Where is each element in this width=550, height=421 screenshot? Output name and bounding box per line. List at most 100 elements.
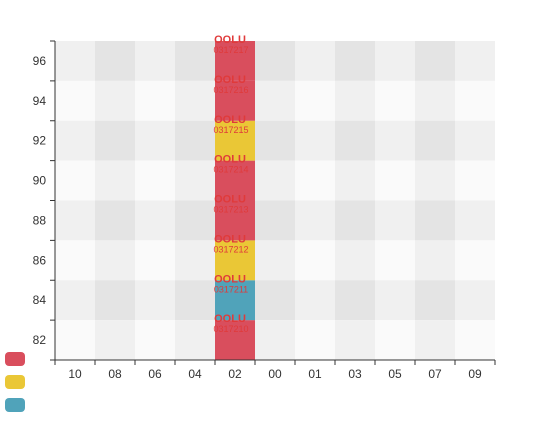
grid-band (95, 160, 135, 201)
grid-band (455, 80, 495, 121)
y-tick-label: 82 (33, 333, 47, 347)
grid-band (95, 200, 135, 241)
grid-band (135, 280, 175, 321)
grid-band (415, 120, 455, 161)
grid-band (455, 200, 495, 241)
grid-band (175, 41, 215, 81)
cell-label-top: OOLU (214, 74, 246, 86)
grid-band (135, 80, 175, 121)
grid-band (255, 280, 295, 321)
grid-band (55, 280, 95, 321)
grid-band (415, 160, 455, 201)
grid-band (135, 320, 175, 360)
x-tick-label: 07 (428, 367, 442, 381)
cell-label-top: OOLU (214, 34, 246, 46)
heatmap-cells (215, 41, 255, 360)
legend-swatch-blue[interactable] (5, 398, 25, 412)
grid-band (175, 240, 215, 281)
grid-band (135, 41, 175, 81)
grid-band (175, 120, 215, 161)
grid-band (175, 160, 215, 201)
grid-band (95, 120, 135, 161)
legend-swatch-red[interactable] (5, 352, 25, 366)
grid-band (455, 41, 495, 81)
cell-label-bottom: 0317216 (213, 85, 248, 95)
heatmap-cell (215, 120, 255, 161)
grid-band (175, 80, 215, 121)
grid-band (255, 320, 295, 360)
grid-band (415, 80, 455, 121)
grid-band (375, 200, 415, 241)
cell-label-top: OOLU (214, 273, 246, 285)
grid-band (415, 240, 455, 281)
y-tick-label: 84 (33, 293, 47, 307)
x-tick-label: 08 (108, 367, 122, 381)
heatmap-cell (215, 200, 255, 241)
y-tick-label: 90 (33, 174, 47, 188)
legend (5, 352, 25, 421)
grid-band (55, 320, 95, 360)
grid-band (255, 240, 295, 281)
grid-band (135, 240, 175, 281)
grid-background (55, 41, 495, 360)
cell-label-top: OOLU (214, 233, 246, 245)
axes: 82 84 86 88 90 92 94 96 10 08 06 04 02 00 01 03 05 07 09 (33, 40, 496, 381)
grid-band (375, 280, 415, 321)
heatmap-cell (215, 41, 255, 81)
x-tick-label: 03 (348, 367, 362, 381)
cell-label-top: OOLU (214, 313, 246, 325)
grid-band (295, 240, 335, 281)
heatmap-cell (215, 320, 255, 360)
grid-band (335, 200, 375, 241)
grid-band (335, 41, 375, 81)
grid-band (255, 120, 295, 161)
grid-band (95, 80, 135, 121)
grid-band (55, 120, 95, 161)
grid-band (335, 280, 375, 321)
y-tick-label: 96 (33, 54, 47, 68)
grid-band (255, 80, 295, 121)
cell-label-top: OOLU (214, 194, 246, 206)
cell-label-bottom: 0317212 (213, 244, 248, 254)
heatmap-cell (215, 160, 255, 201)
y-tick-label: 86 (33, 253, 47, 267)
cell-label-bottom: 0317215 (213, 125, 248, 135)
grid-band (455, 160, 495, 201)
x-tick-label: 01 (308, 367, 322, 381)
grid-band (175, 280, 215, 321)
x-tick-label: 10 (68, 367, 82, 381)
cell-label-bottom: 0317211 (214, 284, 248, 294)
grid-band (335, 120, 375, 161)
x-tick-label: 04 (188, 367, 202, 381)
grid-band (455, 240, 495, 281)
grid-band (295, 200, 335, 241)
grid-band (295, 120, 335, 161)
grid-band (55, 160, 95, 201)
cell-labels: OOLU0317210OOLU0317211OOLU0317212OOLU031… (213, 34, 248, 334)
grid-band (375, 320, 415, 360)
grid-band (375, 160, 415, 201)
grid-band (55, 41, 95, 81)
grid-band (255, 200, 295, 241)
grid-band (335, 240, 375, 281)
x-tick-label: 09 (468, 367, 482, 381)
x-tick-label: 06 (148, 367, 162, 381)
grid-band (135, 160, 175, 201)
grid-band (135, 200, 175, 241)
grid-band (95, 320, 135, 360)
grid-band (55, 200, 95, 241)
grid-band (415, 280, 455, 321)
grid-band (295, 280, 335, 321)
grid-band (55, 80, 95, 121)
cell-label-bottom: 0317213 (213, 205, 248, 215)
grid-band (55, 240, 95, 281)
grid-band (95, 41, 135, 81)
grid-band (135, 120, 175, 161)
grid-band (375, 80, 415, 121)
grid-band (375, 120, 415, 161)
cell-label-top: OOLU (214, 114, 246, 126)
x-tick-label: 05 (388, 367, 402, 381)
legend-swatch-yellow[interactable] (5, 375, 25, 389)
cell-label-bottom: 0317217 (213, 45, 248, 55)
